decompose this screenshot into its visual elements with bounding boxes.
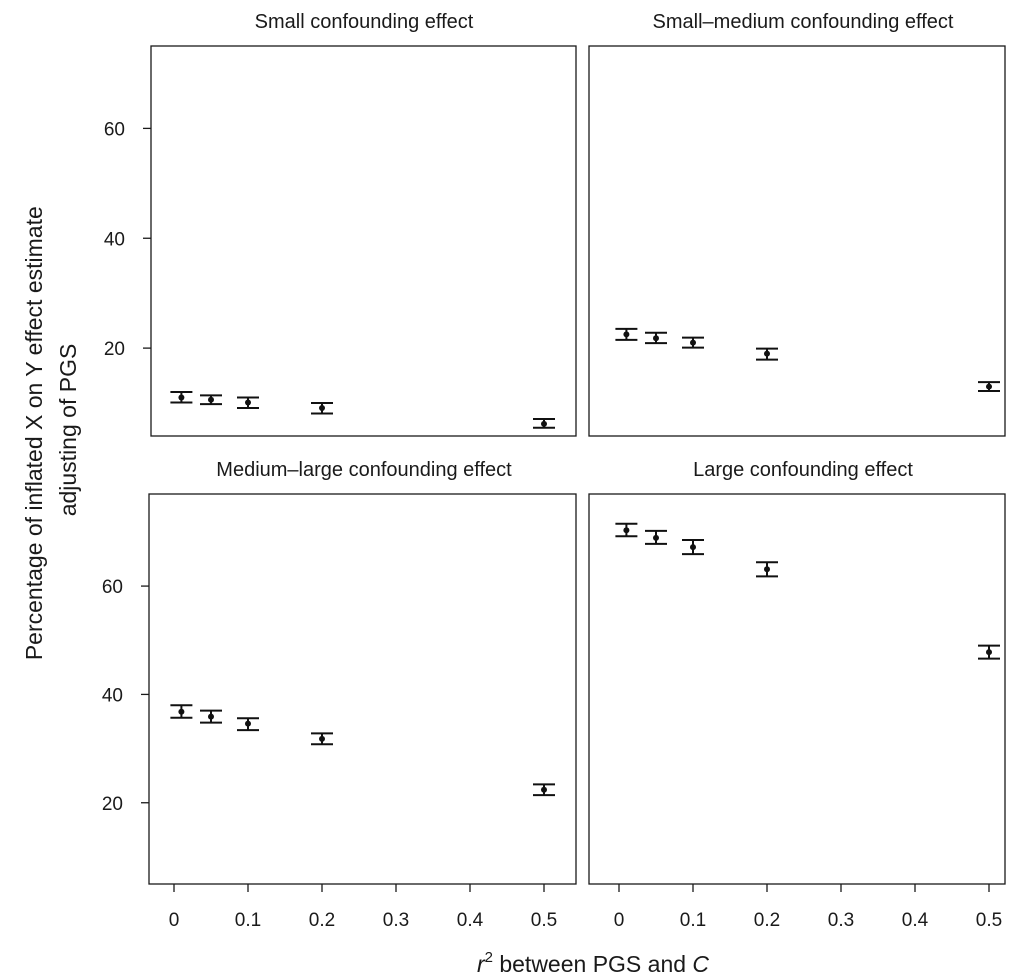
- data-point: [623, 527, 630, 534]
- y-axis-title-line-2: adjusting of PGS: [55, 344, 81, 517]
- data-point: [764, 566, 770, 573]
- data-point: [178, 708, 185, 715]
- panel-title-small: Small confounding effect: [255, 11, 474, 33]
- panel-title-small-medium: Small–medium confounding effect: [653, 11, 954, 33]
- data-point: [245, 399, 251, 406]
- chart-marks: 20 40 60 20 40 60 0 0.1 0.2 0.3 0.4 0.5 0 0.1 0.2 0.3 0.…: [102, 119, 1002, 931]
- data-point: [541, 786, 547, 793]
- x-tick-label: 0.4: [902, 910, 929, 931]
- panel-frame-large: [588, 493, 1006, 885]
- panel-frame-medium-large: [148, 493, 577, 885]
- data-point: [986, 383, 992, 390]
- x-tick-label: 0.5: [531, 910, 557, 931]
- data-point: [653, 335, 659, 342]
- data-point: [764, 350, 770, 357]
- panel-frame-small-medium: [588, 45, 1006, 437]
- panel-title-medium-large: Medium–large confounding effect: [216, 459, 512, 481]
- data-point: [245, 720, 251, 727]
- x-axis-title-r: r: [477, 951, 486, 977]
- x-tick-label: 0.3: [383, 910, 409, 931]
- y-tick-label: 40: [102, 685, 123, 706]
- x-tick-label: 0.3: [828, 910, 854, 931]
- data-point: [653, 534, 659, 541]
- data-point: [690, 339, 696, 346]
- data-point: [319, 404, 325, 411]
- data-point: [208, 396, 214, 403]
- y-tick-label: 40: [104, 229, 125, 250]
- x-axis-title: r2 between PGS and C: [477, 949, 709, 977]
- y-tick-label: 20: [102, 794, 123, 815]
- data-point: [178, 394, 185, 401]
- y-tick-label: 60: [104, 119, 125, 140]
- x-tick-label: 0: [169, 910, 180, 931]
- x-tick-label: 0.1: [680, 910, 706, 931]
- x-tick-label: 0.2: [754, 910, 780, 931]
- x-tick-label: 0.4: [457, 910, 484, 931]
- panel-title-large: Large confounding effect: [693, 459, 913, 481]
- data-point: [319, 735, 325, 742]
- data-point: [623, 331, 630, 338]
- x-tick-label: 0.1: [235, 910, 261, 931]
- x-tick-label: 0: [614, 910, 625, 931]
- data-point: [208, 713, 214, 720]
- data-point: [690, 544, 696, 551]
- x-tick-label: 0.2: [309, 910, 335, 931]
- data-point: [986, 649, 992, 656]
- x-tick-label: 0.5: [976, 910, 1002, 931]
- x-axis-title-superscript: 2: [485, 949, 493, 966]
- x-axis-title-middle: between PGS and: [493, 951, 692, 977]
- y-axis-title-line-1: Percentage of inflated X on Y effect est…: [21, 206, 47, 660]
- y-tick-label: 20: [104, 339, 125, 360]
- x-axis-title-c: C: [692, 951, 709, 977]
- y-tick-label: 60: [102, 577, 123, 598]
- panel-frame-small: [150, 45, 577, 437]
- data-point: [541, 420, 547, 427]
- y-axis-title: Percentage of inflated X on Y effect est…: [21, 200, 81, 660]
